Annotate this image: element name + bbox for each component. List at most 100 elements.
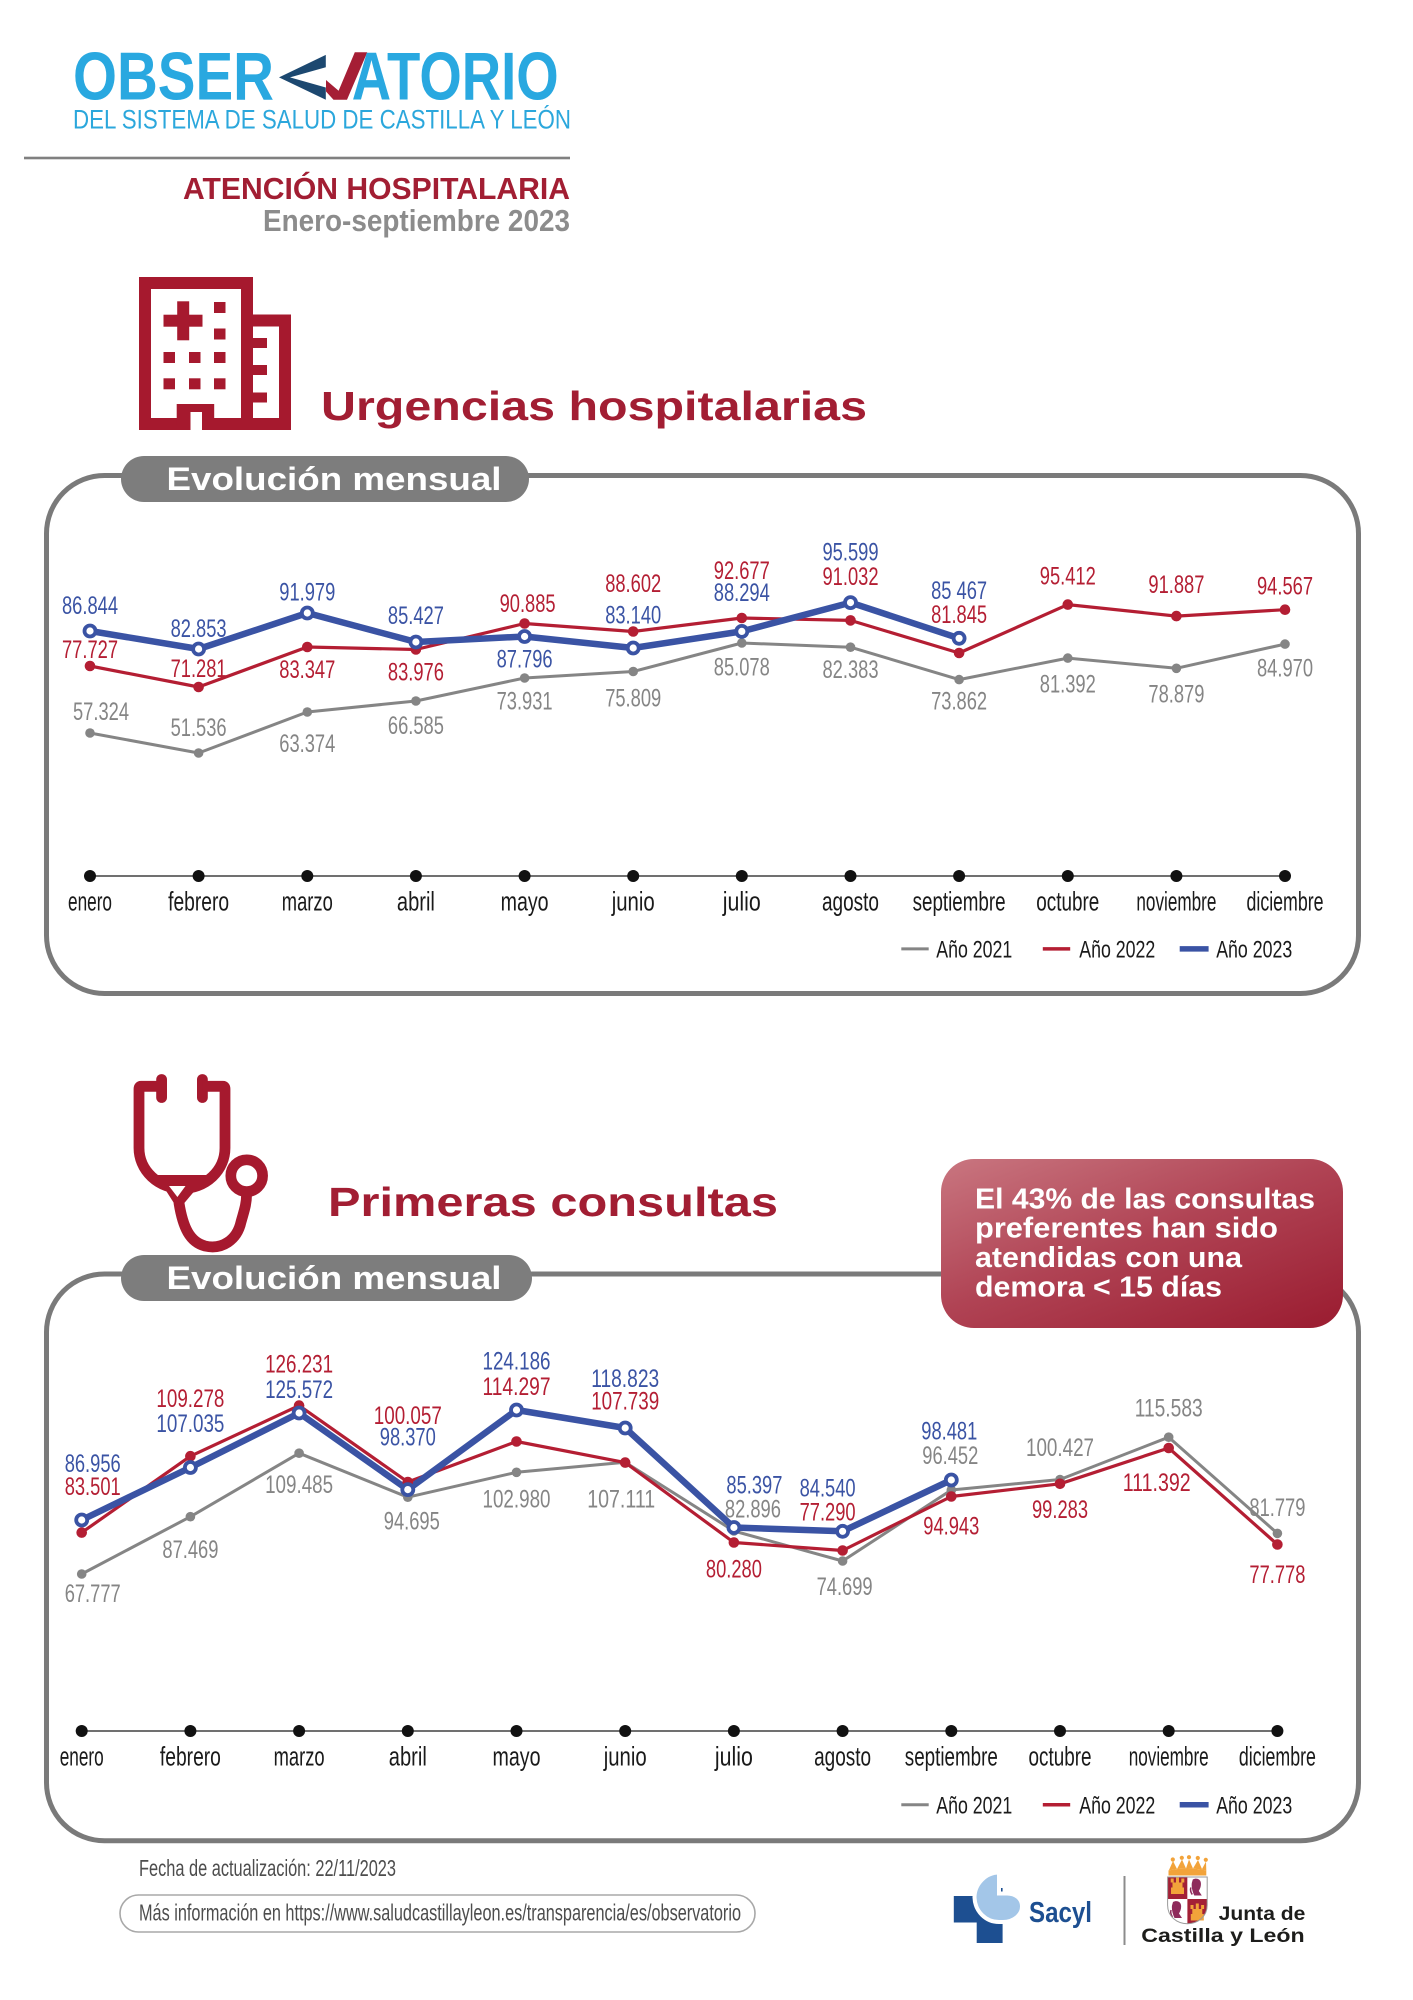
svg-text:enero: enero [60, 1742, 104, 1772]
svg-text:abril: abril [389, 1742, 427, 1772]
svg-text:96.452: 96.452 [922, 1442, 978, 1470]
svg-text:66.585: 66.585 [388, 712, 444, 740]
svg-text:Sacyl: Sacyl [1029, 1897, 1092, 1929]
svg-text:77.290: 77.290 [800, 1499, 856, 1527]
svg-text:81.779: 81.779 [1249, 1494, 1305, 1522]
svg-text:abril: abril [397, 887, 435, 917]
svg-text:82.853: 82.853 [171, 615, 227, 643]
svg-text:115.583: 115.583 [1135, 1395, 1203, 1423]
svg-text:febrero: febrero [160, 1742, 221, 1772]
svg-text:Evolución mensual: Evolución mensual [167, 461, 502, 497]
svg-text:DEL SISTEMA DE SALUD DE CASTIL: DEL SISTEMA DE SALUD DE CASTILLA Y LEÓN [73, 105, 571, 135]
svg-text:75.809: 75.809 [605, 685, 661, 713]
svg-text:ATORIO: ATORIO [352, 40, 559, 115]
svg-text:94.943: 94.943 [923, 1512, 979, 1540]
svg-text:109.278: 109.278 [156, 1385, 224, 1413]
svg-text:51.536: 51.536 [171, 714, 227, 742]
svg-text:71.281: 71.281 [171, 655, 227, 683]
svg-text:81.392: 81.392 [1040, 671, 1096, 699]
svg-text:67.777: 67.777 [65, 1580, 121, 1608]
svg-text:114.297: 114.297 [483, 1373, 551, 1401]
svg-text:Año 2021: Año 2021 [936, 936, 1012, 963]
svg-text:Año 2022: Año 2022 [1079, 1792, 1155, 1819]
svg-text:92.677: 92.677 [714, 557, 770, 585]
svg-text:octubre: octubre [1029, 1742, 1092, 1772]
svg-text:78.879: 78.879 [1148, 681, 1204, 709]
svg-text:noviembre: noviembre [1129, 1742, 1209, 1772]
svg-text:OBSER: OBSER [73, 40, 274, 115]
svg-text:82.896: 82.896 [725, 1496, 781, 1524]
svg-text:agosto: agosto [814, 1742, 871, 1772]
svg-text:85.397: 85.397 [726, 1471, 782, 1499]
svg-text:84.540: 84.540 [800, 1475, 856, 1503]
svg-text:atendidas con una: atendidas con una [975, 1242, 1243, 1274]
svg-text:Año 2023: Año 2023 [1216, 1792, 1292, 1819]
svg-text:Año 2022: Año 2022 [1079, 936, 1155, 963]
svg-text:73.862: 73.862 [931, 688, 987, 716]
svg-text:88.602: 88.602 [605, 570, 661, 598]
svg-text:Junta de: Junta de [1219, 1903, 1306, 1925]
svg-text:102.980: 102.980 [483, 1486, 551, 1514]
svg-text:El 43% de las consultas: El 43% de las consultas [975, 1183, 1315, 1215]
svg-text:85.078: 85.078 [714, 653, 770, 681]
svg-text:63.374: 63.374 [279, 730, 335, 758]
svg-text:81.845: 81.845 [931, 601, 987, 629]
svg-text:82.383: 82.383 [823, 656, 879, 684]
svg-text:febrero: febrero [168, 887, 229, 917]
svg-text:95.599: 95.599 [823, 539, 879, 567]
svg-text:88.294: 88.294 [714, 579, 770, 607]
svg-text:94.567: 94.567 [1257, 573, 1313, 601]
svg-text:preferentes han sido: preferentes han sido [975, 1213, 1278, 1245]
svg-text:mayo: mayo [501, 887, 549, 917]
svg-text:agosto: agosto [822, 887, 879, 917]
svg-text:Evolución mensual: Evolución mensual [167, 1260, 502, 1296]
svg-text:77.727: 77.727 [62, 636, 118, 664]
svg-text:julio: julio [722, 887, 761, 917]
svg-text:90.885: 90.885 [500, 590, 556, 618]
svg-text:85 467: 85 467 [931, 577, 987, 605]
svg-text:junio: junio [611, 887, 655, 917]
svg-text:Castilla y León: Castilla y León [1141, 1925, 1304, 1947]
svg-text:86.844: 86.844 [62, 592, 118, 620]
svg-text:septiembre: septiembre [913, 887, 1006, 917]
svg-text:84.970: 84.970 [1257, 655, 1313, 683]
svg-text:107.035: 107.035 [156, 1410, 224, 1438]
svg-text:85.427: 85.427 [388, 602, 444, 630]
svg-text:98.370: 98.370 [380, 1424, 436, 1452]
svg-text:100.427: 100.427 [1026, 1434, 1094, 1462]
svg-text:83.976: 83.976 [388, 659, 444, 687]
svg-text:Año 2023: Año 2023 [1216, 936, 1292, 963]
svg-text:marzo: marzo [282, 887, 333, 917]
svg-text:86.956: 86.956 [65, 1450, 121, 1478]
svg-text:julio: julio [714, 1742, 753, 1772]
svg-text:57.324: 57.324 [73, 698, 129, 726]
svg-text:87.796: 87.796 [497, 646, 553, 674]
svg-text:95.412: 95.412 [1040, 563, 1096, 591]
svg-text:87.469: 87.469 [162, 1536, 218, 1564]
svg-text:99.283: 99.283 [1032, 1496, 1088, 1524]
svg-text:107.739: 107.739 [591, 1388, 659, 1416]
svg-text:Fecha de actualización: 22/11/: Fecha de actualización: 22/11/2023 [139, 1855, 396, 1881]
svg-text:Año 2021: Año 2021 [936, 1792, 1012, 1819]
svg-text:125.572: 125.572 [265, 1376, 333, 1404]
svg-text:noviembre: noviembre [1136, 887, 1216, 917]
svg-text:septiembre: septiembre [905, 1742, 998, 1772]
svg-text:Más información en https://www: Más información en https://www.saludcast… [139, 1900, 741, 1926]
svg-text:94.695: 94.695 [384, 1508, 440, 1536]
svg-text:83.501: 83.501 [65, 1473, 121, 1501]
svg-text:111.392: 111.392 [1123, 1469, 1191, 1497]
svg-text:73.931: 73.931 [497, 688, 553, 716]
svg-text:Enero-septiembre 2023: Enero-septiembre 2023 [263, 204, 570, 238]
svg-text:mayo: mayo [493, 1742, 541, 1772]
svg-text:77.778: 77.778 [1249, 1561, 1305, 1589]
svg-text:marzo: marzo [274, 1742, 325, 1772]
svg-text:enero: enero [68, 887, 112, 917]
svg-text:100.057: 100.057 [374, 1402, 442, 1430]
svg-text:diciembre: diciembre [1239, 1742, 1316, 1772]
svg-text:octubre: octubre [1036, 887, 1099, 917]
svg-text:diciembre: diciembre [1247, 887, 1324, 917]
svg-text:83.347: 83.347 [279, 656, 335, 684]
svg-text:74.699: 74.699 [817, 1573, 873, 1601]
svg-text:demora < 15 días: demora < 15 días [975, 1271, 1222, 1303]
svg-text:107.111: 107.111 [587, 1486, 655, 1514]
